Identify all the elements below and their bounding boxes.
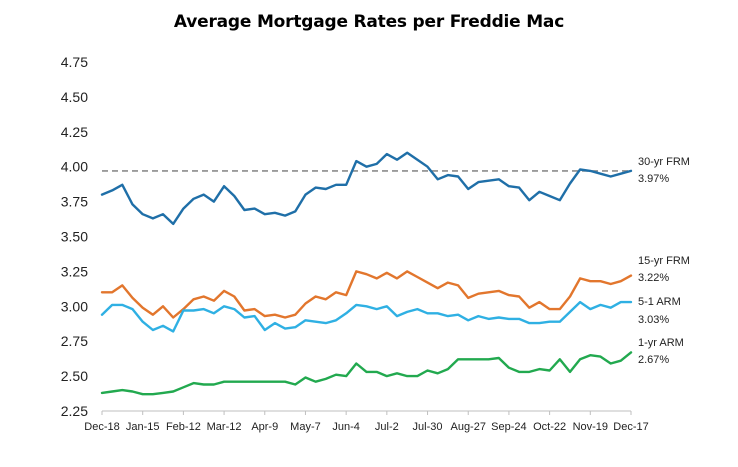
series-line-15-yr-frm xyxy=(100,270,633,319)
series-end-value-15-yr-frm: 3.22% xyxy=(638,272,669,284)
x-tick-label: Feb-12 xyxy=(166,421,201,433)
x-tick-label: Apr-9 xyxy=(251,421,278,433)
chart-title: Average Mortgage Rates per Freddie Mac xyxy=(173,12,565,32)
x-tick-label: Dec-17 xyxy=(613,421,648,433)
series-end-value-5-1-arm: 3.03% xyxy=(638,314,669,326)
y-tick-label: 3.50 xyxy=(61,229,88,245)
y-tick-label: 4.50 xyxy=(61,89,88,105)
x-tick-label: Nov-19 xyxy=(573,421,608,433)
y-axis: 4.75 4.50 4.25 4.00 3.75 3.50 3.25 3.00 2.75 2.50… xyxy=(61,54,88,419)
x-tick-label: Sep-24 xyxy=(491,421,526,433)
series-end-value-1-yr-arm: 2.67% xyxy=(638,354,669,366)
series-end-value-30-yr-frm: 3.97% xyxy=(638,173,669,185)
x-tick-label: Jan-15 xyxy=(126,421,160,433)
series-group xyxy=(100,151,633,396)
x-tick-label: Mar-12 xyxy=(207,421,242,433)
y-tick-label: 3.00 xyxy=(61,298,88,314)
y-tick-label: 3.25 xyxy=(61,263,88,279)
x-axis: Dec-18 Jan-15 Feb-12 Mar-12 Apr-9 May-7 Jun-4 J… xyxy=(84,410,649,433)
y-tick-label: 2.25 xyxy=(61,403,88,419)
series-name-1-yr-arm: 1-yr ARM xyxy=(638,337,684,349)
y-tick-label: 3.75 xyxy=(61,194,88,210)
series-name-5-1-arm: 5-1 ARM xyxy=(638,296,681,308)
x-tick-label: Jul-30 xyxy=(413,421,443,433)
series-name-30-yr-frm: 30-yr FRM xyxy=(638,156,690,168)
x-tick-label: Jun-4 xyxy=(332,421,360,433)
y-tick-label: 4.75 xyxy=(61,54,88,70)
x-tick-label: Aug-27 xyxy=(450,421,485,433)
series-name-15-yr-frm: 15-yr FRM xyxy=(638,255,690,267)
series-labels: 30-yr FRM 3.97% 15-yr FRM 3.22% 5-1 ARM 3.03%… xyxy=(638,156,690,366)
x-tick-label: May-7 xyxy=(290,421,321,433)
y-tick-label: 2.75 xyxy=(61,333,88,349)
y-tick-label: 4.25 xyxy=(61,124,88,140)
series-line-5-1-arm xyxy=(100,300,633,333)
x-tick-label: Oct-22 xyxy=(533,421,566,433)
series-line-1-yr-arm xyxy=(100,351,633,396)
series-line-30-yr-frm xyxy=(100,151,633,226)
x-tick-label: Dec-18 xyxy=(84,421,119,433)
y-tick-label: 4.00 xyxy=(61,159,88,175)
x-tick-label: Jul-2 xyxy=(375,421,399,433)
y-tick-label: 2.50 xyxy=(61,368,88,384)
